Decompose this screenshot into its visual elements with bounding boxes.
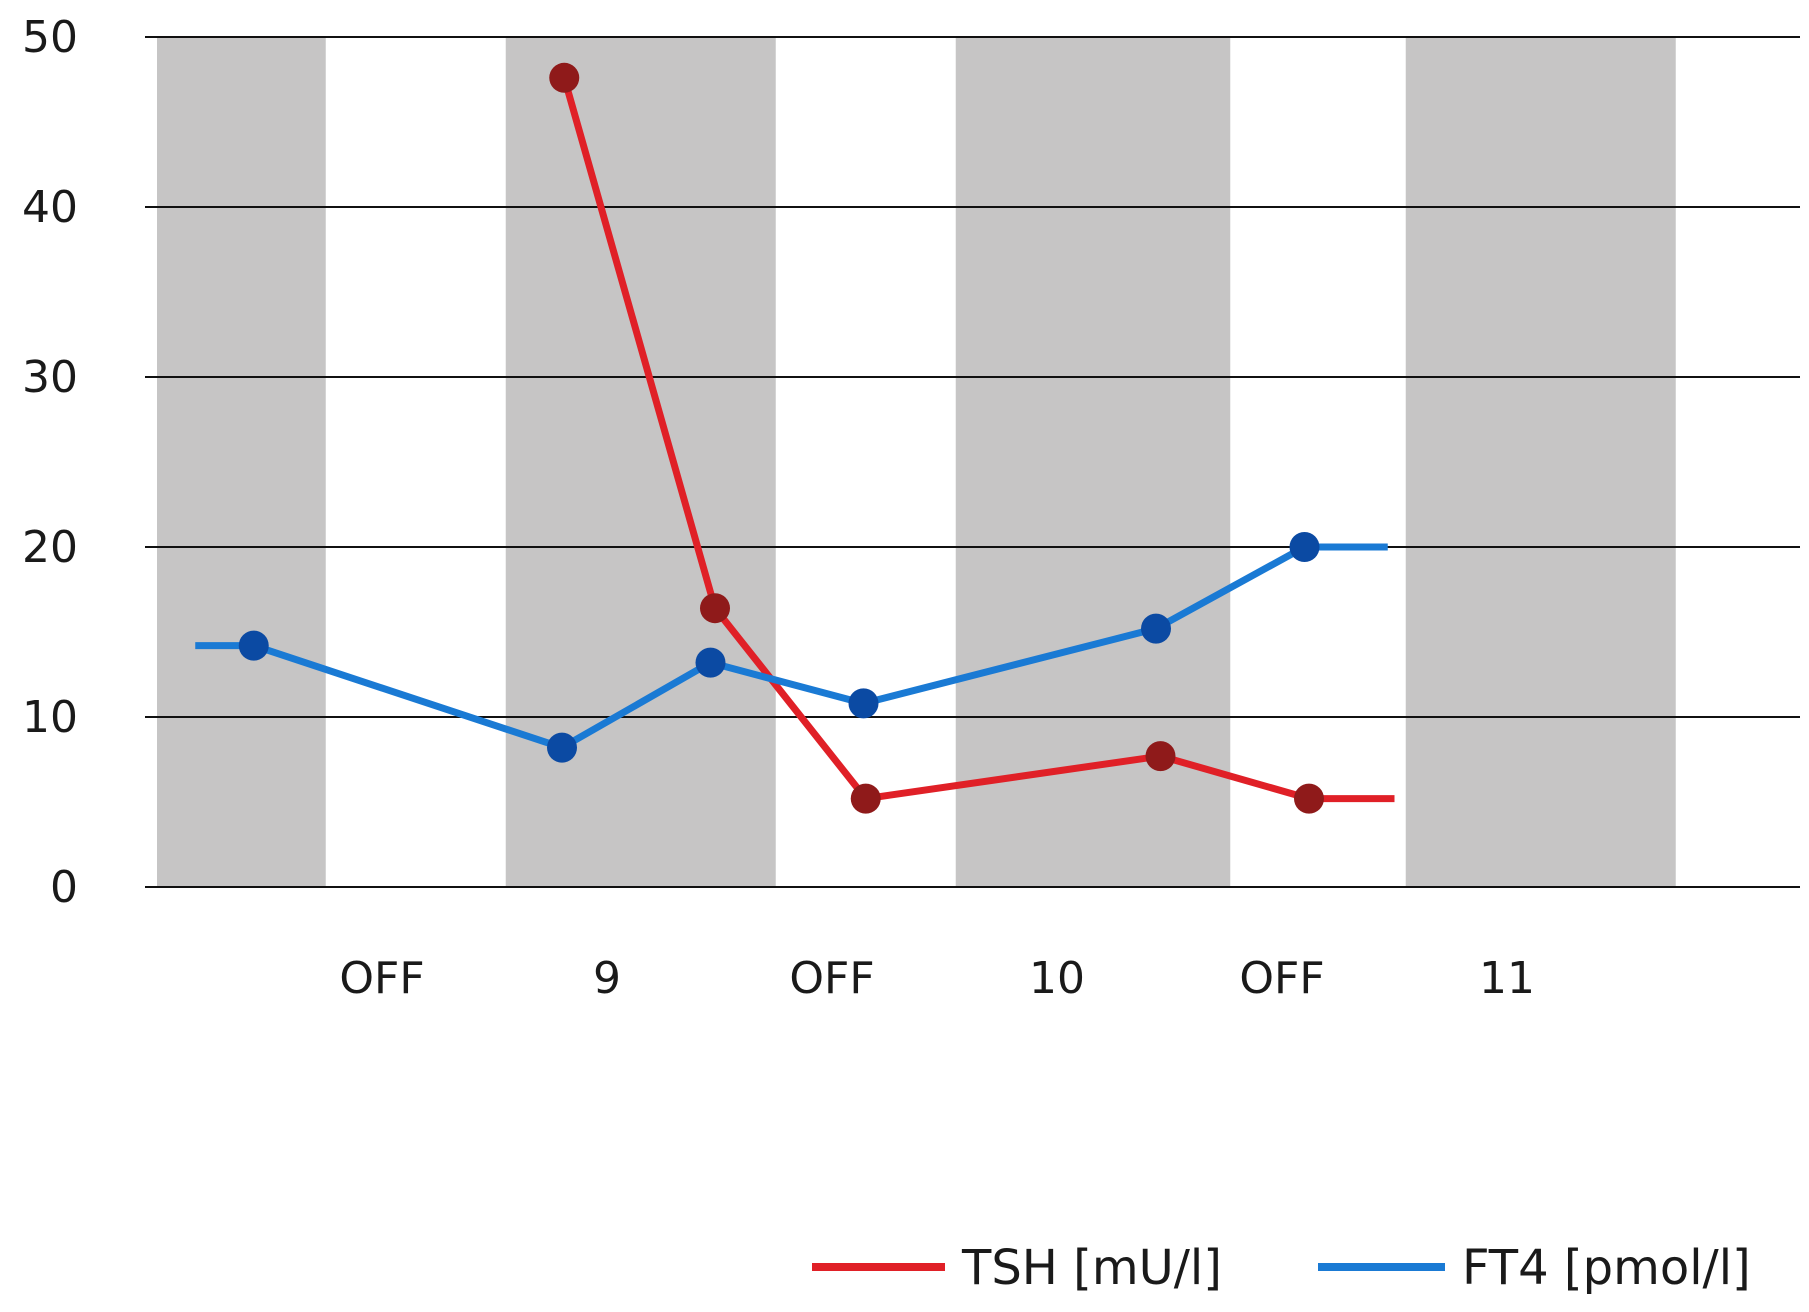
data-point — [1145, 741, 1176, 772]
data-point — [1141, 613, 1171, 644]
data-point — [700, 593, 730, 624]
series-line-ft4 — [195, 543, 1388, 752]
shaded-band — [1405, 37, 1676, 887]
x-category-label: 9 — [593, 953, 621, 1004]
shaded-band — [955, 37, 1231, 887]
y-tick-label: 0 — [50, 862, 78, 913]
data-point — [547, 732, 577, 763]
data-point — [695, 647, 726, 678]
data-point — [848, 688, 879, 719]
x-axis-categories: OFF 9 OFF 10 OFF 11 — [339, 953, 1535, 1004]
gridlines — [145, 36, 1800, 888]
data-point — [549, 62, 580, 93]
shaded-band — [505, 37, 776, 887]
y-tick-label: 30 — [22, 352, 78, 403]
data-point — [1289, 532, 1320, 562]
data-point — [238, 630, 269, 661]
data-point — [850, 783, 881, 814]
x-category-label: 10 — [1029, 953, 1085, 1004]
x-category-label: OFF — [789, 953, 874, 1004]
series-markers — [238, 62, 1324, 814]
shaded-band — [157, 37, 326, 887]
y-tick-label: 20 — [22, 522, 78, 573]
y-axis-ticks: 0 10 20 30 40 50 — [22, 12, 78, 913]
x-category-label: OFF — [1239, 953, 1324, 1004]
legend-label: FT4 [pmol/l] — [1462, 1240, 1751, 1296]
y-tick-label: 40 — [22, 182, 78, 233]
x-category-label: 11 — [1479, 953, 1535, 1004]
data-point — [1294, 783, 1324, 814]
background-bands — [157, 37, 1676, 887]
x-category-label: OFF — [339, 953, 424, 1004]
legend: TSH [mU/l] FT4 [pmol/l] — [812, 1240, 1751, 1296]
y-tick-label: 10 — [22, 692, 78, 743]
y-tick-label: 50 — [22, 12, 78, 63]
legend-label: TSH [mU/l] — [961, 1240, 1222, 1296]
